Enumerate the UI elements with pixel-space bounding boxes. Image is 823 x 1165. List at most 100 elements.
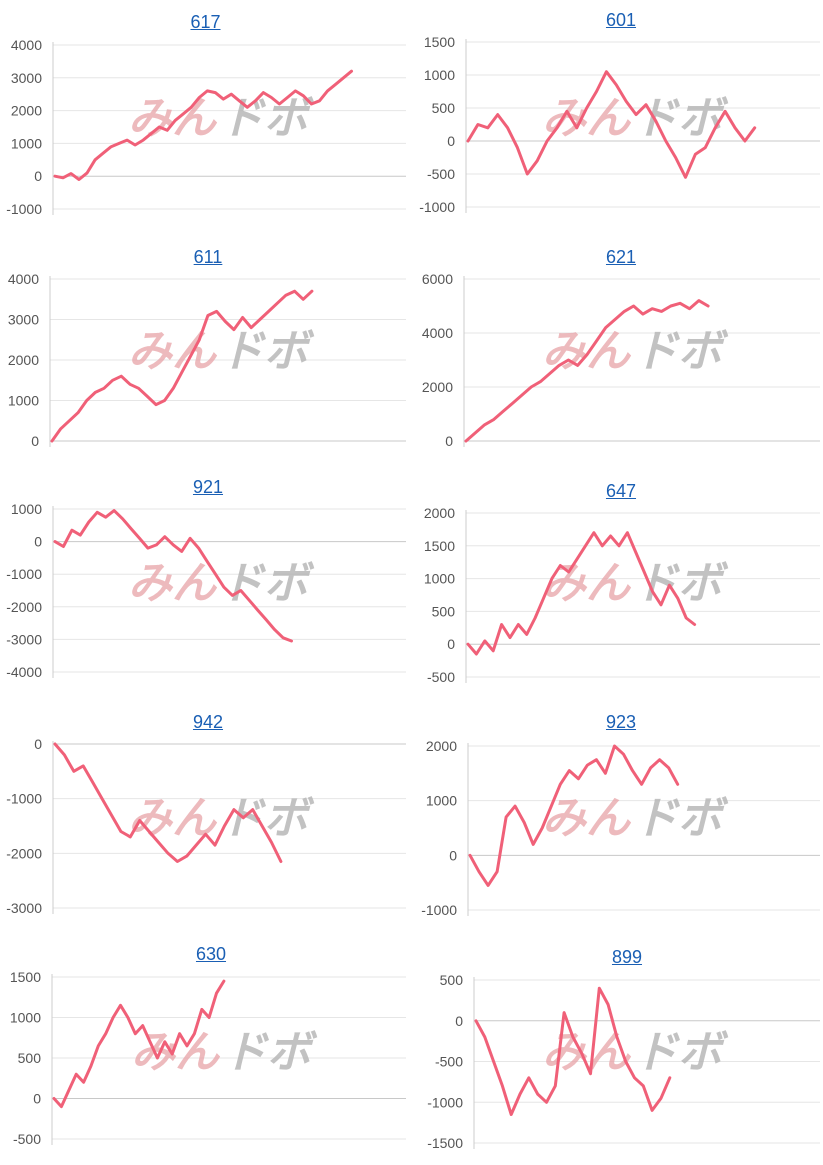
y-tick-label: -2000 <box>6 599 42 615</box>
chart-panel-630: 630 1500 1000 500 0 -500 みんドボ <box>0 935 411 1165</box>
y-tick-label: 0 <box>34 736 42 752</box>
y-tick-label: 1500 <box>10 969 41 985</box>
chart-title-link[interactable]: 617 <box>190 12 221 32</box>
chart-title-link[interactable]: 630 <box>195 944 227 964</box>
watermark-logo: みんドボ <box>131 1027 318 1078</box>
chart-panel-621: 621 6000 4000 2000 0 みんドボ <box>411 235 823 465</box>
chart-title-link[interactable]: 899 <box>611 947 643 967</box>
line-chart: 6000 4000 2000 0 みんドボ <box>422 271 820 449</box>
line-chart: 2000 1000 0 -1000 みんドボ <box>421 738 820 918</box>
series-line <box>474 986 672 1116</box>
y-tick-label: 4000 <box>11 37 42 53</box>
y-tick-label: 0 <box>34 168 42 184</box>
series-line <box>466 531 697 656</box>
chart-panel-617: 617 4000 3000 2000 1000 0 -1000 みんドボ <box>0 0 411 235</box>
series-line <box>53 742 283 863</box>
y-tick-label: -1000 <box>6 791 42 807</box>
y-tick-label: -1000 <box>6 201 42 217</box>
y-tick-label: 2000 <box>424 505 455 521</box>
y-tick-label: 500 <box>432 603 456 619</box>
line-chart: 4000 3000 2000 1000 0 みんドボ <box>8 271 406 449</box>
chart-panel-942: 942 0 -1000 -2000 -3000 みんドボ <box>0 700 411 935</box>
y-tick-label: 500 <box>432 100 456 116</box>
chart-title-link[interactable]: 621 <box>605 247 637 267</box>
line-chart: 1500 1000 500 0 -500 みんドボ <box>10 969 406 1147</box>
y-tick-label: 0 <box>449 847 457 863</box>
series-line <box>52 979 226 1109</box>
y-tick-label: 1000 <box>11 501 42 517</box>
y-tick-label: -2000 <box>6 845 42 861</box>
series-line <box>53 509 293 643</box>
series-line <box>464 299 710 443</box>
y-tick-label: 2000 <box>422 379 453 395</box>
y-tick-label: 0 <box>33 1091 41 1107</box>
y-tick-label: 1000 <box>426 793 457 809</box>
y-tick-label: -1000 <box>421 902 457 918</box>
y-tick-label: -1000 <box>6 566 42 582</box>
chart-panel-921: 921 1000 0 -1000 -2000 -3000 -4000 みんドボ <box>0 465 411 700</box>
watermark-logo: みんドボ <box>128 558 315 609</box>
y-tick-label: 0 <box>34 534 42 550</box>
chart-panel-923: 923 2000 1000 0 -1000 みんドボ <box>411 700 823 935</box>
line-chart: 4000 3000 2000 1000 0 -1000 みんドボ <box>6 37 406 217</box>
series-line <box>466 70 757 179</box>
series-line <box>53 69 353 181</box>
y-tick-label: -1000 <box>427 1094 463 1110</box>
y-tick-label: 500 <box>18 1050 42 1066</box>
y-tick-label: 3000 <box>11 70 42 86</box>
y-tick-label: 2000 <box>8 352 39 368</box>
chart-title-link[interactable]: 923 <box>605 712 637 732</box>
chart-title-link[interactable]: 601 <box>605 10 637 30</box>
y-tick-label: 1000 <box>424 571 455 587</box>
watermark-logo: みんドボ <box>542 326 729 377</box>
y-tick-label: -3000 <box>6 631 42 647</box>
y-tick-label: -500 <box>427 669 455 685</box>
y-tick-label: 0 <box>447 636 455 652</box>
y-tick-label: 4000 <box>8 271 39 287</box>
y-tick-label: -1000 <box>419 199 455 215</box>
series-line <box>468 744 680 887</box>
watermark-logo: みんドボ <box>542 793 729 844</box>
y-tick-label: 4000 <box>422 325 453 341</box>
watermark-logo: みんドボ <box>542 1027 729 1078</box>
chart-title-link[interactable]: 942 <box>192 712 224 732</box>
chart-title-link[interactable]: 611 <box>193 247 223 267</box>
y-tick-label: 1000 <box>424 67 455 83</box>
line-chart: 1500 1000 500 0 -500 -1000 みんドボ <box>419 34 820 215</box>
watermark-logo: みんドボ <box>128 793 315 844</box>
series-line <box>50 289 314 443</box>
watermark-logo: みんドボ <box>542 558 729 609</box>
y-tick-label: 2000 <box>11 103 42 119</box>
y-tick-label: 3000 <box>8 312 39 328</box>
y-tick-label: 6000 <box>422 271 453 287</box>
y-tick-label: -4000 <box>6 664 42 680</box>
chart-title-link[interactable]: 647 <box>605 481 637 501</box>
line-chart: 500 0 -500 -1000 -1500 みんドボ <box>427 972 820 1151</box>
y-tick-label: 0 <box>445 433 453 449</box>
chart-panel-601: 601 1500 1000 500 0 -500 -1000 みんドボ <box>411 0 823 235</box>
y-tick-label: 0 <box>455 1013 463 1029</box>
y-tick-label: -500 <box>427 166 455 182</box>
y-tick-label: 500 <box>440 972 464 988</box>
chart-panel-899: 899 500 0 -500 -1000 -1500 みんドボ <box>411 935 823 1165</box>
y-tick-label: 0 <box>31 433 39 449</box>
y-tick-label: 2000 <box>426 738 457 754</box>
y-tick-label: 0 <box>447 133 455 149</box>
y-tick-label: -500 <box>13 1131 41 1147</box>
y-tick-label: 1000 <box>11 135 42 151</box>
watermark-logo: みんドボ <box>542 93 729 144</box>
y-tick-label: 1000 <box>8 393 39 409</box>
chart-panel-647: 647 2000 1500 1000 500 0 -500 みんドボ <box>411 465 823 700</box>
y-tick-label: 1500 <box>424 34 455 50</box>
line-chart: 2000 1500 1000 500 0 -500 みんドボ <box>424 505 820 685</box>
watermark-logo: みんドボ <box>128 326 315 377</box>
y-tick-label: -3000 <box>6 900 42 916</box>
line-chart: 1000 0 -1000 -2000 -3000 -4000 みんドボ <box>6 501 406 680</box>
line-chart: 0 -1000 -2000 -3000 みんドボ <box>6 736 406 916</box>
y-tick-label: 1000 <box>10 1010 41 1026</box>
y-tick-label: 1500 <box>424 538 455 554</box>
watermark-logo: みんドボ <box>128 93 315 144</box>
y-tick-label: -500 <box>435 1054 463 1070</box>
chart-title-link[interactable]: 921 <box>192 477 224 497</box>
y-tick-label: -1500 <box>427 1135 463 1151</box>
